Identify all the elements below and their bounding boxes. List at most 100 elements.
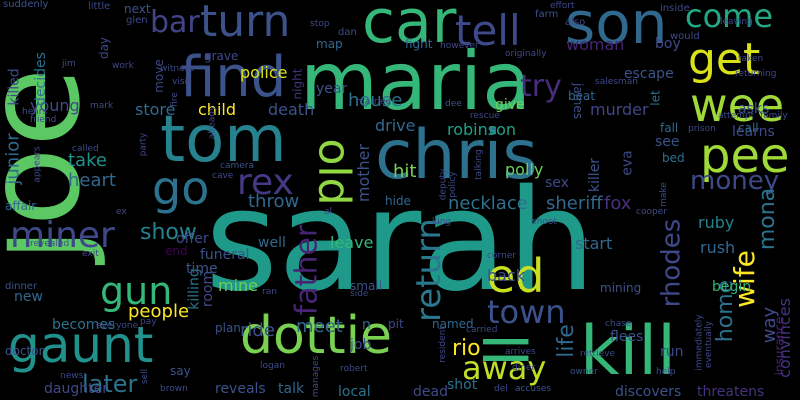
- word: leaving: [720, 17, 753, 27]
- word: wee: [690, 78, 785, 132]
- word: woman: [566, 35, 625, 54]
- word: revealed: [30, 239, 70, 249]
- word: make: [658, 182, 669, 207]
- word: house: [348, 90, 403, 111]
- word: insurance: [772, 316, 787, 376]
- word: mine: [218, 276, 259, 295]
- word: al: [324, 207, 333, 217]
- word: brown: [160, 384, 188, 394]
- word: party: [138, 132, 149, 157]
- word: everyone: [96, 321, 139, 331]
- word: money: [690, 166, 780, 196]
- word: tell: [455, 6, 521, 55]
- word: decides: [32, 52, 49, 106]
- word: town: [487, 293, 566, 331]
- word: eventually: [704, 320, 715, 369]
- word: offer: [176, 231, 209, 247]
- word: cooper: [636, 207, 667, 217]
- word: policy: [447, 171, 458, 198]
- word: store: [135, 100, 176, 119]
- word: fight: [405, 37, 433, 51]
- word: day: [97, 36, 112, 60]
- word: new: [14, 289, 43, 305]
- word: gaunt: [8, 316, 154, 374]
- word: del: [494, 384, 508, 394]
- word: cave: [212, 171, 234, 181]
- word: pit: [388, 317, 404, 331]
- word: rio: [452, 336, 481, 361]
- word: pay: [140, 317, 157, 327]
- word: death: [268, 100, 315, 119]
- word: robinson: [447, 120, 517, 139]
- word: young: [30, 96, 80, 115]
- word: reveals: [215, 381, 266, 397]
- word: car: [362, 0, 457, 57]
- word: becomes: [52, 317, 116, 333]
- word: people: [128, 301, 190, 322]
- word: glen: [126, 15, 148, 26]
- word: take: [68, 150, 107, 171]
- word: local: [338, 384, 371, 400]
- word: drive: [375, 116, 416, 135]
- word: sheriff: [546, 193, 603, 214]
- word: year: [316, 81, 348, 97]
- word: friend: [30, 115, 57, 125]
- word: beat: [568, 89, 596, 103]
- word: stop: [310, 19, 330, 29]
- word: life: [553, 324, 579, 358]
- word: accuses: [515, 384, 552, 394]
- word: gun: [100, 269, 173, 313]
- word: mark: [90, 101, 114, 111]
- word: get: [688, 34, 761, 85]
- word: carried: [466, 325, 498, 335]
- word: meet: [296, 316, 343, 337]
- word: dee: [445, 99, 462, 109]
- word: grave: [204, 49, 239, 63]
- word: come: [685, 0, 774, 35]
- word: rhodes: [656, 218, 687, 308]
- word: son: [565, 0, 668, 57]
- word: side: [350, 289, 369, 299]
- word: doctor: [5, 344, 44, 358]
- word: help: [656, 367, 676, 377]
- word: exit: [82, 249, 99, 259]
- word: talk: [278, 381, 305, 397]
- word: taken: [738, 54, 764, 64]
- word: hears: [22, 107, 48, 117]
- word: polly: [505, 160, 544, 179]
- word: return: [408, 218, 449, 322]
- word: king: [432, 217, 452, 227]
- word: salesman: [595, 77, 638, 87]
- word: eva: [619, 150, 636, 176]
- word: news: [60, 371, 84, 381]
- word: suddenly: [3, 0, 49, 10]
- word: called: [72, 144, 99, 154]
- word: sell: [140, 368, 151, 385]
- word: show: [140, 220, 197, 245]
- word: miner: [10, 215, 115, 256]
- word: shot: [447, 377, 478, 393]
- word: ex: [116, 207, 127, 217]
- word: asks: [738, 101, 770, 117]
- word: next: [124, 2, 151, 16]
- word: tom: [160, 103, 287, 177]
- word: time: [186, 261, 218, 277]
- word: start: [575, 234, 613, 253]
- word: try: [520, 69, 562, 104]
- word: later: [82, 370, 138, 398]
- word: let: [648, 90, 663, 106]
- word: begin: [712, 279, 752, 295]
- word: chase: [605, 319, 632, 329]
- word: witness: [160, 64, 195, 74]
- word: dead: [413, 384, 448, 400]
- word: attempt: [718, 111, 755, 121]
- word: dinner: [5, 281, 38, 292]
- word: fall: [660, 121, 679, 135]
- word: pee: [700, 128, 790, 184]
- word: kill: [580, 312, 677, 391]
- word: appears: [32, 146, 43, 183]
- word: hit: [393, 161, 417, 182]
- word: corner: [487, 251, 516, 261]
- word: resident: [437, 326, 448, 363]
